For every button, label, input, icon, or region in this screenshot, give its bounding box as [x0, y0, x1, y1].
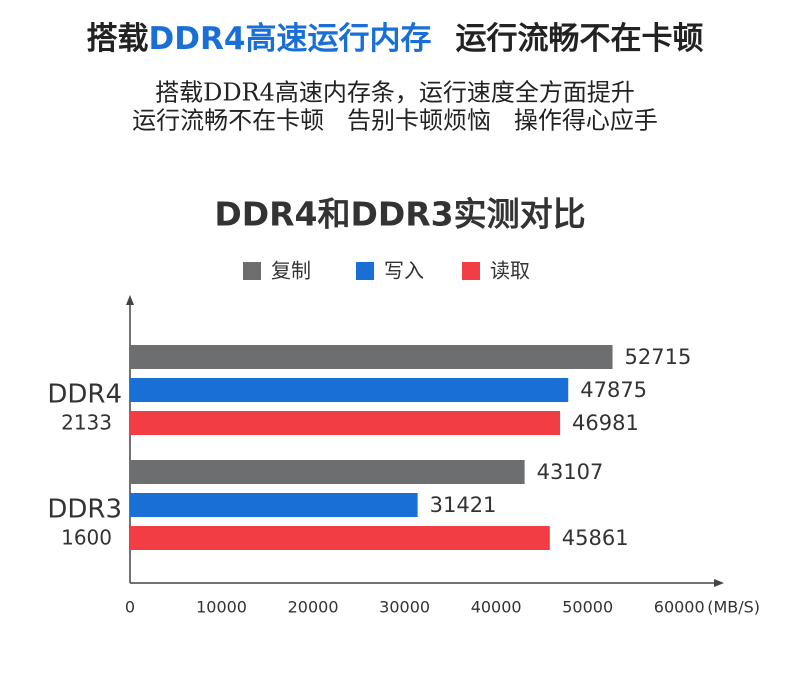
value-label: 46981 — [572, 411, 639, 435]
headline: 搭载DDR4高速运行内存 运行流畅不在卡顿 — [87, 21, 704, 57]
bar — [130, 411, 561, 435]
x-unit: (MB/S) — [707, 598, 760, 617]
value-label: 31421 — [430, 493, 497, 517]
subtitle-line: 运行流畅不在卡顿 告别卡顿烦恼 操作得心应手 — [132, 107, 658, 135]
legend-label: 读取 — [490, 259, 530, 283]
category-label: DDR4 — [47, 380, 122, 410]
bar — [130, 460, 525, 484]
x-axis-arrow — [714, 579, 724, 587]
headline-part: 运行流畅不在卡顿 — [455, 21, 703, 57]
x-tick-label: 40000 — [471, 598, 522, 617]
bar — [130, 526, 550, 550]
legend-swatch — [243, 262, 261, 280]
value-label: 52715 — [625, 345, 692, 369]
value-label: 43107 — [537, 460, 604, 484]
x-tick-label: 0 — [125, 598, 135, 617]
legend-label: 写入 — [384, 259, 424, 283]
y-axis-arrow — [126, 295, 134, 305]
legend-swatch — [462, 262, 480, 280]
headline-highlight: DDR4高速运行内存 — [149, 21, 432, 57]
headline-part: 搭载 — [87, 21, 149, 57]
x-tick-label: 60000 — [654, 598, 705, 617]
x-tick-label: 50000 — [562, 598, 613, 617]
category-label: DDR3 — [47, 495, 122, 525]
x-tick-label: 20000 — [288, 598, 339, 617]
category-sublabel: 2133 — [61, 411, 112, 435]
x-tick-label: 10000 — [196, 598, 247, 617]
legend-label: 复制 — [271, 259, 311, 283]
chart-title: DDR4和DDR3实测对比 — [214, 195, 585, 234]
value-label: 45861 — [562, 526, 629, 550]
legend-swatch — [356, 262, 374, 280]
bar — [130, 378, 569, 402]
x-tick-label: 30000 — [379, 598, 430, 617]
value-label: 47875 — [580, 378, 647, 402]
subtitle-line: 搭载DDR4高速内存条，运行速度全方面提升 — [155, 79, 635, 107]
bar — [130, 493, 418, 517]
category-sublabel: 1600 — [61, 526, 112, 550]
bar — [130, 345, 613, 369]
